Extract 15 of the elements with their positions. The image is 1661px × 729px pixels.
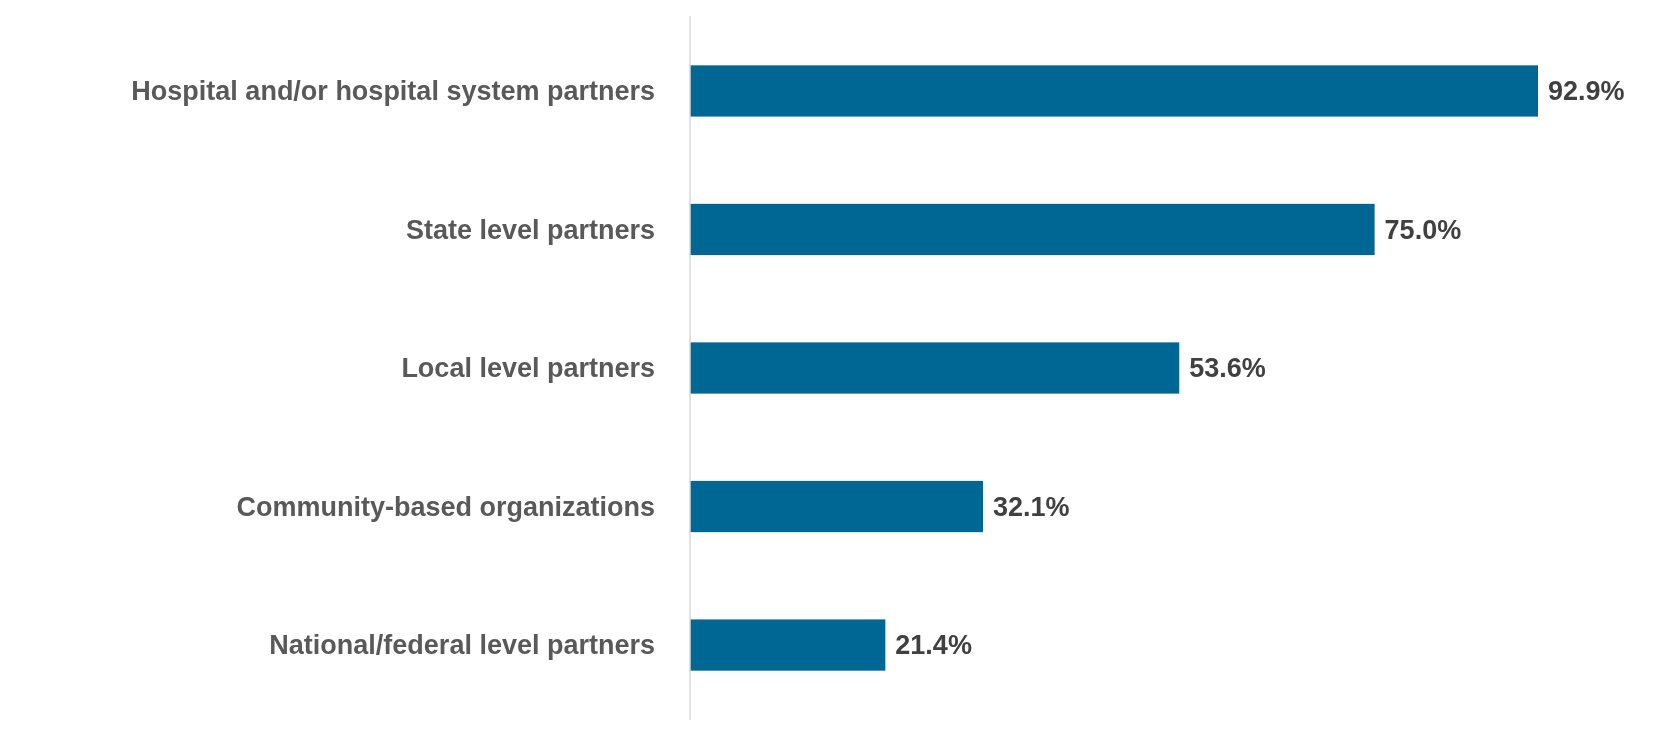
data-label: 75.0%: [1384, 214, 1462, 245]
y-tick-label: Local level partners: [401, 353, 655, 384]
bar: [690, 203, 1375, 256]
y-tick-label: National/federal level partners: [269, 630, 655, 661]
bar: [690, 480, 984, 533]
y-tick-label: State level partners: [405, 214, 655, 245]
data-label: 21.4%: [895, 630, 972, 661]
bar: [690, 342, 1180, 394]
data-label: 53.6%: [1189, 353, 1266, 384]
bar: [690, 65, 1538, 117]
y-tick-label: Hospital and/or hospital system partners: [131, 76, 655, 107]
data-label: 32.1%: [993, 491, 1070, 522]
y-tick-label: Community-based organizations: [236, 491, 655, 522]
data-label: 92.9%: [1548, 76, 1625, 107]
bar: [690, 619, 886, 671]
